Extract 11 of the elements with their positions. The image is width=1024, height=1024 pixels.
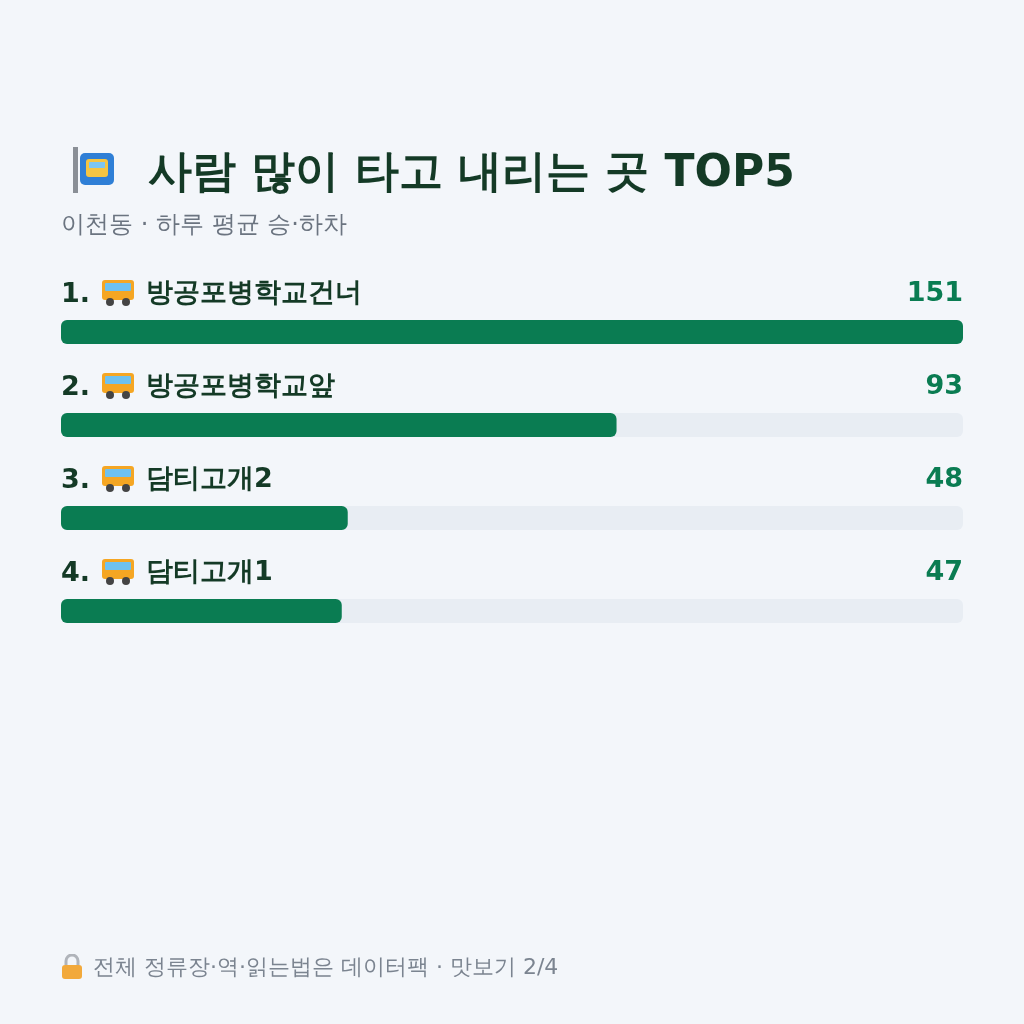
data-label: 151 xyxy=(906,276,963,307)
category-label: 1. 방공포병학교건너 xyxy=(61,276,363,308)
chart-subtitle: 이천동 · 하루 평균 승·하차 xyxy=(61,209,347,240)
category-label: 3. 담티고개2 xyxy=(61,462,273,494)
category-label: 4. 담티고개1 xyxy=(61,555,273,587)
data-label: 47 xyxy=(925,555,963,586)
chart-title: 사람 많이 타고 내리는 곳 TOP5 xyxy=(148,144,795,198)
data-label: 93 xyxy=(925,369,963,400)
category-label: 2. 방공포병학교앞 xyxy=(61,369,336,401)
text: 전체 정류장·역·읽는법은 데이터팩 · 맛보기 2/4 xyxy=(93,953,559,981)
data-label: 48 xyxy=(925,462,963,493)
